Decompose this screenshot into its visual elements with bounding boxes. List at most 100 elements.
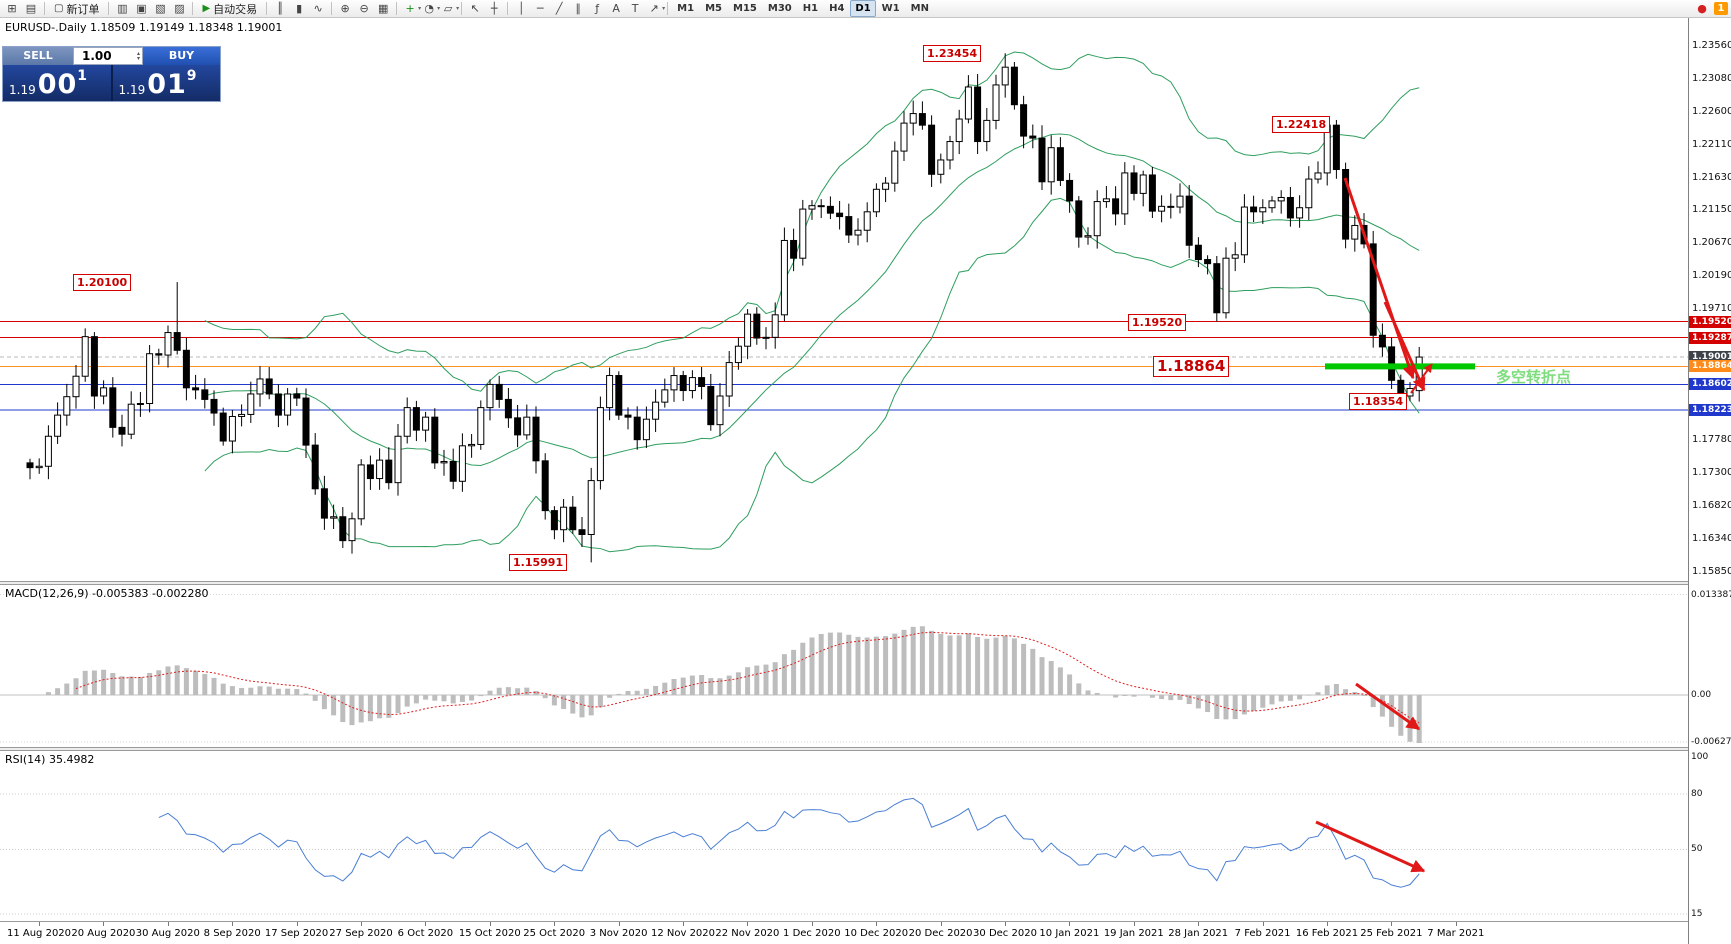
vertical-line-icon[interactable]: │ [517, 2, 525, 15]
date-tick [554, 922, 556, 926]
zoom-out-icon[interactable]: ⊖ [359, 2, 369, 15]
main-chart-canvas[interactable] [0, 18, 1688, 581]
macd-axis-tick: 0.013387 [1691, 589, 1731, 600]
macd-histogram [36, 626, 1422, 743]
one-click-trading-panel: SELL 1.00 ▴ ▾ BUY 1.19 00 1 1.19 01 9 [2, 46, 221, 102]
rsi-axis-tick: 50 [1691, 844, 1703, 855]
trend-arrow[interactable] [1383, 301, 1426, 392]
templates-icon[interactable]: ▱ [439, 1, 459, 16]
date-tick [1262, 922, 1264, 926]
price-tick: 1.17300 [1692, 467, 1731, 479]
sell-price-sup: 1 [77, 68, 88, 84]
record-icon[interactable]: ● [1697, 2, 1707, 15]
price-tag: 1.18864 [1689, 360, 1731, 373]
arrows-tool-icon[interactable]: ↗ [645, 1, 666, 16]
rsi-panel-canvas[interactable] [0, 751, 1688, 921]
new-chart-icon[interactable]: ⊞ [7, 2, 17, 15]
trend-arrow[interactable] [1355, 682, 1421, 731]
notifications-badge[interactable]: 1 [1714, 2, 1728, 15]
data-window-icon[interactable]: ▣ [136, 2, 147, 15]
timeframe-m1-button[interactable]: M1 [677, 3, 695, 14]
price-annotation[interactable]: 1.20100 [73, 274, 132, 292]
macd-rsi-splitter[interactable] [0, 747, 1731, 751]
price-annotation[interactable]: 1.18354 [1349, 393, 1408, 411]
price-annotation[interactable]: 1.18864 [1153, 356, 1230, 378]
rsi-line [158, 797, 1420, 888]
toolbar-separator [192, 2, 194, 15]
price-annotation[interactable]: 1.19520 [1128, 313, 1187, 331]
tile-windows-icon[interactable]: ▦ [377, 2, 389, 15]
sell-price[interactable]: 1.19 00 1 [3, 65, 111, 101]
new-order-button[interactable]: ▢ 新订单 [49, 1, 104, 17]
price-tick: 1.21150 [1692, 204, 1731, 216]
time-axis[interactable]: 11 Aug 2020 20 Aug 2020 30 Aug 2020 8 Sep 2… [0, 921, 1688, 944]
date-tick [361, 922, 362, 926]
trendline-icon[interactable]: ╱ [555, 2, 563, 15]
volume-input[interactable]: 1.00 ▴ ▾ [73, 47, 143, 65]
volume-stepper[interactable]: ▴ ▾ [136, 50, 140, 62]
support-zone-rect[interactable] [1325, 363, 1475, 370]
date-tick [683, 922, 684, 926]
crosshair-icon[interactable]: ┼ [490, 2, 498, 15]
sell-price-big: 00 [37, 69, 78, 100]
market-watch-icon[interactable]: ▥ [117, 2, 128, 15]
buy-button[interactable]: BUY [143, 47, 220, 65]
toolbar-separator [266, 2, 268, 15]
date-label: 20 Dec 2020 [908, 928, 973, 939]
terminal-icon[interactable]: ▨ [174, 2, 185, 15]
timeframe-m15-button[interactable]: M15 [733, 3, 757, 14]
price-tick: 1.20670 [1692, 237, 1731, 249]
horizontal-line-icon[interactable]: ─ [536, 2, 544, 15]
timeframe-mn-button[interactable]: MN [910, 3, 929, 14]
date-label: 15 Oct 2020 [458, 928, 521, 939]
navigator-icon[interactable]: ▧ [155, 2, 166, 15]
trend-arrow[interactable] [1343, 177, 1416, 380]
price-tick: 1.16820 [1692, 499, 1731, 511]
label-icon[interactable]: T [631, 2, 639, 15]
timeframe-m5-button[interactable]: M5 [705, 3, 722, 14]
text-icon[interactable]: A [612, 2, 620, 15]
price-tick: 1.15850 [1692, 566, 1731, 577]
price-annotation[interactable]: 1.22418 [1272, 115, 1331, 133]
buy-price[interactable]: 1.19 01 9 [112, 65, 220, 101]
profiles-icon[interactable]: ▤ [25, 2, 37, 15]
price-tag: 1.18602 [1689, 378, 1731, 391]
cursor-icon[interactable]: ↖ [470, 2, 480, 15]
price-annotation[interactable]: 1.23454 [923, 45, 982, 63]
line-chart-icon[interactable]: ∿ [313, 2, 323, 15]
price-axis[interactable]: 1.23560 1.23080 1.22600 1.22110 1.21630 1.211… [1688, 18, 1731, 944]
volume-up-icon[interactable]: ▴ [136, 50, 140, 57]
note-text[interactable]: 多空转折点 [1496, 368, 1572, 386]
trend-arrow[interactable] [1410, 363, 1433, 394]
price-tag: 1.19520 [1689, 315, 1731, 328]
autotrading-button[interactable]: ▶ 自动交易 [197, 1, 262, 17]
sell-button[interactable]: SELL [3, 47, 73, 65]
channel-icon[interactable]: ∥ [575, 2, 581, 15]
fibonacci-icon[interactable]: ƒ [595, 2, 600, 15]
date-tick [103, 922, 105, 926]
periods-icon[interactable]: ◔ [420, 1, 440, 16]
date-tick [1069, 922, 1071, 926]
bar-chart-icon[interactable]: ║ [276, 2, 284, 15]
price-tick: 1.20190 [1692, 269, 1731, 281]
timeframe-h4-button[interactable]: H4 [829, 3, 845, 14]
timeframe-m30-button[interactable]: M30 [767, 3, 792, 14]
timeframe-w1-button[interactable]: W1 [881, 3, 900, 14]
date-label: 28 Jan 2021 [1168, 928, 1229, 939]
trend-arrow[interactable] [1315, 820, 1426, 873]
toolbar-separator [331, 2, 333, 15]
date-label: 10 Jan 2021 [1039, 928, 1100, 939]
zoom-in-icon[interactable]: ⊕ [340, 2, 350, 15]
date-tick [1133, 922, 1135, 926]
price-annotation[interactable]: 1.15991 [509, 554, 568, 572]
add-indicator-icon[interactable]: + [401, 1, 422, 16]
timeframe-d1-button[interactable]: D1 [850, 0, 876, 17]
macd-panel-canvas[interactable] [0, 585, 1688, 747]
candlestick-chart-icon[interactable]: ▮ [296, 2, 303, 15]
timeframe-h1-button[interactable]: H1 [802, 3, 819, 14]
price-tag: 1.19287 [1689, 331, 1731, 344]
volume-down-icon[interactable]: ▾ [136, 55, 140, 62]
new-order-icon: ▢ [54, 3, 64, 14]
date-label: 12 Nov 2020 [650, 928, 716, 939]
chart-macd-splitter[interactable] [0, 581, 1731, 585]
